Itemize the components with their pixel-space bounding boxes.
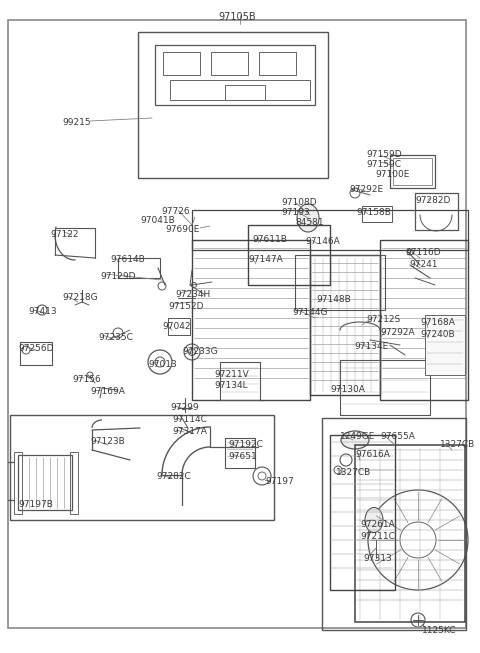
- Text: 84581: 84581: [295, 218, 324, 227]
- Bar: [70, 452, 78, 514]
- Bar: [170, 80, 310, 100]
- Text: 97651: 97651: [228, 452, 257, 461]
- Ellipse shape: [341, 431, 369, 449]
- Text: 99215: 99215: [62, 118, 91, 127]
- Bar: [18, 455, 72, 510]
- Text: 1249GE: 1249GE: [340, 432, 375, 441]
- Bar: [168, 318, 190, 335]
- Text: 97197: 97197: [265, 477, 294, 486]
- Ellipse shape: [297, 204, 319, 232]
- Text: 97114C: 97114C: [172, 415, 207, 424]
- Bar: [163, 52, 200, 75]
- Text: 97159C: 97159C: [366, 160, 401, 169]
- Bar: [14, 452, 22, 514]
- Text: 97211V: 97211V: [214, 370, 249, 379]
- Bar: [259, 52, 296, 75]
- Bar: [248, 225, 330, 285]
- Text: 97197B: 97197B: [18, 500, 53, 509]
- Bar: [155, 45, 315, 105]
- Text: 97655A: 97655A: [380, 432, 415, 441]
- Bar: [118, 258, 160, 278]
- Text: 97116D: 97116D: [405, 248, 441, 257]
- Text: 97235C: 97235C: [98, 333, 133, 342]
- Text: 97013: 97013: [148, 360, 177, 369]
- Text: 97299: 97299: [170, 403, 199, 412]
- Text: 97616A: 97616A: [355, 450, 390, 459]
- Text: 97212S: 97212S: [366, 315, 400, 324]
- Text: 97234H: 97234H: [175, 290, 210, 299]
- Bar: [425, 315, 465, 375]
- Bar: [211, 52, 248, 75]
- Bar: [310, 255, 380, 395]
- Text: 1327CB: 1327CB: [336, 468, 371, 477]
- Bar: [225, 85, 265, 100]
- Text: 97292A: 97292A: [380, 328, 415, 337]
- Bar: [330, 435, 395, 590]
- Bar: [225, 438, 255, 468]
- Text: 97211C: 97211C: [360, 532, 395, 541]
- Text: 97193: 97193: [281, 208, 310, 217]
- Bar: [20, 342, 52, 365]
- Bar: [322, 418, 466, 630]
- Text: 97218G: 97218G: [62, 293, 97, 302]
- Text: 97413: 97413: [28, 307, 57, 316]
- Text: 97282D: 97282D: [415, 196, 450, 205]
- Text: 97192C: 97192C: [228, 440, 263, 449]
- Text: 97156: 97156: [72, 375, 101, 384]
- Bar: [355, 445, 465, 622]
- Bar: [340, 360, 430, 415]
- Text: 97261A: 97261A: [360, 520, 395, 529]
- Text: 97147A: 97147A: [248, 255, 283, 264]
- Text: 97130A: 97130A: [330, 385, 365, 394]
- Text: 97144G: 97144G: [292, 308, 327, 317]
- Bar: [380, 240, 468, 400]
- Bar: [192, 240, 310, 400]
- Bar: [415, 193, 458, 230]
- Text: 97105B: 97105B: [218, 12, 256, 22]
- Bar: [10, 415, 274, 520]
- Text: 97317A: 97317A: [172, 427, 207, 436]
- Text: 97134E: 97134E: [354, 342, 388, 351]
- Ellipse shape: [365, 507, 383, 532]
- Bar: [362, 206, 392, 222]
- Bar: [393, 158, 432, 185]
- Text: 97129D: 97129D: [100, 272, 135, 281]
- Bar: [192, 210, 468, 250]
- Text: 97169A: 97169A: [90, 387, 125, 396]
- Text: 97313: 97313: [363, 554, 392, 563]
- Text: 97292E: 97292E: [349, 185, 383, 194]
- Bar: [138, 32, 328, 178]
- Text: 97134L: 97134L: [214, 381, 248, 390]
- Text: 97146A: 97146A: [305, 237, 340, 246]
- Text: 97123B: 97123B: [90, 437, 125, 446]
- Bar: [390, 155, 435, 188]
- Text: 97690E: 97690E: [165, 225, 199, 234]
- Text: 97148B: 97148B: [316, 295, 351, 304]
- Text: 97100E: 97100E: [375, 170, 409, 179]
- Text: 97241: 97241: [409, 260, 437, 269]
- Text: 97611B: 97611B: [252, 235, 287, 244]
- Text: 97158B: 97158B: [356, 208, 391, 217]
- Text: 1125KC: 1125KC: [422, 626, 456, 635]
- Text: 97614B: 97614B: [110, 255, 145, 264]
- Text: 97256D: 97256D: [18, 344, 53, 353]
- Text: 97041B: 97041B: [140, 216, 175, 225]
- Text: 97159D: 97159D: [366, 150, 402, 159]
- Bar: [220, 362, 260, 400]
- Text: 97282C: 97282C: [156, 472, 191, 481]
- Text: 97233G: 97233G: [182, 347, 217, 356]
- Text: 1327CB: 1327CB: [440, 440, 475, 449]
- Text: 97168A: 97168A: [420, 318, 455, 327]
- Text: 97122: 97122: [50, 230, 79, 239]
- Bar: [295, 255, 385, 310]
- Text: 97240B: 97240B: [420, 330, 455, 339]
- Text: 97726: 97726: [161, 207, 190, 216]
- Text: 97108D: 97108D: [281, 198, 317, 207]
- Text: 97152D: 97152D: [168, 302, 204, 311]
- Text: 97042: 97042: [162, 322, 191, 331]
